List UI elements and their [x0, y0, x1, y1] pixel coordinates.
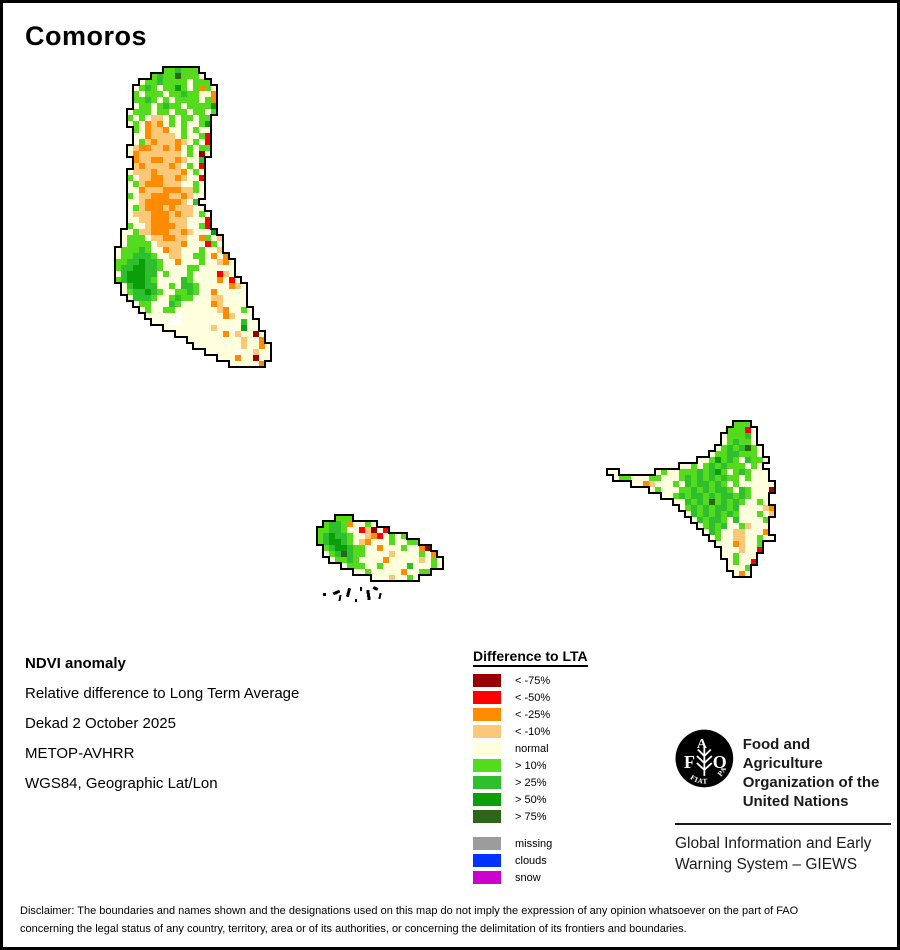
map-svg: [114, 66, 776, 602]
islet-mark-7: [372, 586, 379, 591]
legend-label: < -50%: [515, 691, 551, 704]
legend-item-2: < -25%: [473, 708, 588, 721]
legend-swatch: [473, 837, 501, 850]
islet-mark-8: [378, 592, 382, 600]
legend: Difference to LTA < -75% < -50% < -25% < -1…: [473, 648, 588, 888]
legend-swatch: [473, 691, 501, 704]
fao-logo-letter-a: A: [697, 737, 707, 752]
legend-label: < -25%: [515, 708, 551, 721]
fao-org-name: Food and Agriculture Organization of the U…: [742, 736, 880, 810]
map-info-line-3: WGS84, Geographic Lat/Lon: [25, 775, 218, 792]
legend-swatch: [473, 793, 501, 806]
fao-block: F A O FIAT PANIS Food and AgricultureOrg…: [675, 729, 893, 875]
fao-logo-icon: F A O FIAT PANIS: [675, 729, 734, 788]
fao-divider: [675, 823, 891, 825]
legend-extra-item-2: snow: [473, 871, 588, 884]
islet-mark-5: [360, 587, 362, 591]
island-northwest: [114, 66, 272, 368]
legend-extra-items: missing clouds snow: [473, 837, 588, 884]
legend-item-3: < -10%: [473, 725, 588, 738]
islet-mark-1: [332, 589, 341, 596]
map-info-line-2: METOP-AVHRR: [25, 745, 135, 762]
legend-label: missing: [515, 837, 553, 850]
legend-swatch: [473, 776, 501, 789]
islet-mark-4: [355, 599, 357, 602]
legend-item-0: < -75%: [473, 674, 588, 687]
legend-main-items: < -75% < -50% < -25% < -10% normal > 10% > 25%…: [473, 674, 588, 823]
legend-label: < -10%: [515, 725, 551, 738]
legend-swatch: [473, 759, 501, 772]
wheat-ear-icon: [696, 748, 713, 776]
islet-mark-6: [366, 589, 371, 601]
map-info-block: NDVI anomaly Relative difference to Long …: [25, 649, 299, 799]
legend-item-7: > 50%: [473, 793, 588, 806]
fao-logo-letter-f: F: [684, 752, 695, 772]
island-east: [606, 420, 776, 578]
island-south-central-coastline: [316, 514, 444, 582]
legend-item-5: > 10%: [473, 759, 588, 772]
islet-mark-0: [323, 593, 326, 596]
legend-swatch: [473, 742, 501, 755]
legend-label: normal: [515, 742, 549, 755]
legend-swatch: [473, 871, 501, 884]
legend-extra-item-1: clouds: [473, 854, 588, 867]
giews-caption: Global Information and Early Warning Syst…: [675, 835, 872, 873]
legend-extra-item-0: missing: [473, 837, 588, 850]
islet-mark-2: [338, 594, 342, 602]
legend-swatch: [473, 674, 501, 687]
fao-header: F A O FIAT PANIS Food and AgricultureOrg…: [675, 729, 893, 811]
legend-label: > 50%: [515, 793, 547, 806]
island-northwest-coastline: [114, 66, 272, 368]
map-info-heading: NDVI anomaly: [25, 655, 126, 672]
disclaimer: Disclaimer: The boundaries and names sho…: [20, 905, 799, 935]
page-title: Comoros: [25, 21, 148, 51]
legend-label: snow: [515, 871, 541, 884]
map-info-line-1: Dekad 2 October 2025: [25, 715, 176, 732]
legend-label: > 75%: [515, 810, 547, 823]
island-east-coastline: [606, 420, 776, 578]
legend-label: > 10%: [515, 759, 547, 772]
legend-label: < -75%: [515, 674, 551, 687]
legend-item-8: > 75%: [473, 810, 588, 823]
legend-title: Difference to LTA: [473, 648, 588, 667]
legend-swatch: [473, 854, 501, 867]
islet-mark-3: [345, 587, 352, 598]
map-info-line-0: Relative difference to Long Term Average: [25, 685, 300, 702]
island-south-central: [316, 514, 444, 582]
legend-swatch: [473, 725, 501, 738]
legend-label: clouds: [515, 854, 547, 867]
legend-item-6: > 25%: [473, 776, 588, 789]
legend-swatch: [473, 810, 501, 823]
legend-label: > 25%: [515, 776, 547, 789]
legend-item-1: < -50%: [473, 691, 588, 704]
legend-swatch: [473, 708, 501, 721]
legend-item-4: normal: [473, 742, 588, 755]
fao-logo-letter-o: O: [713, 752, 727, 772]
